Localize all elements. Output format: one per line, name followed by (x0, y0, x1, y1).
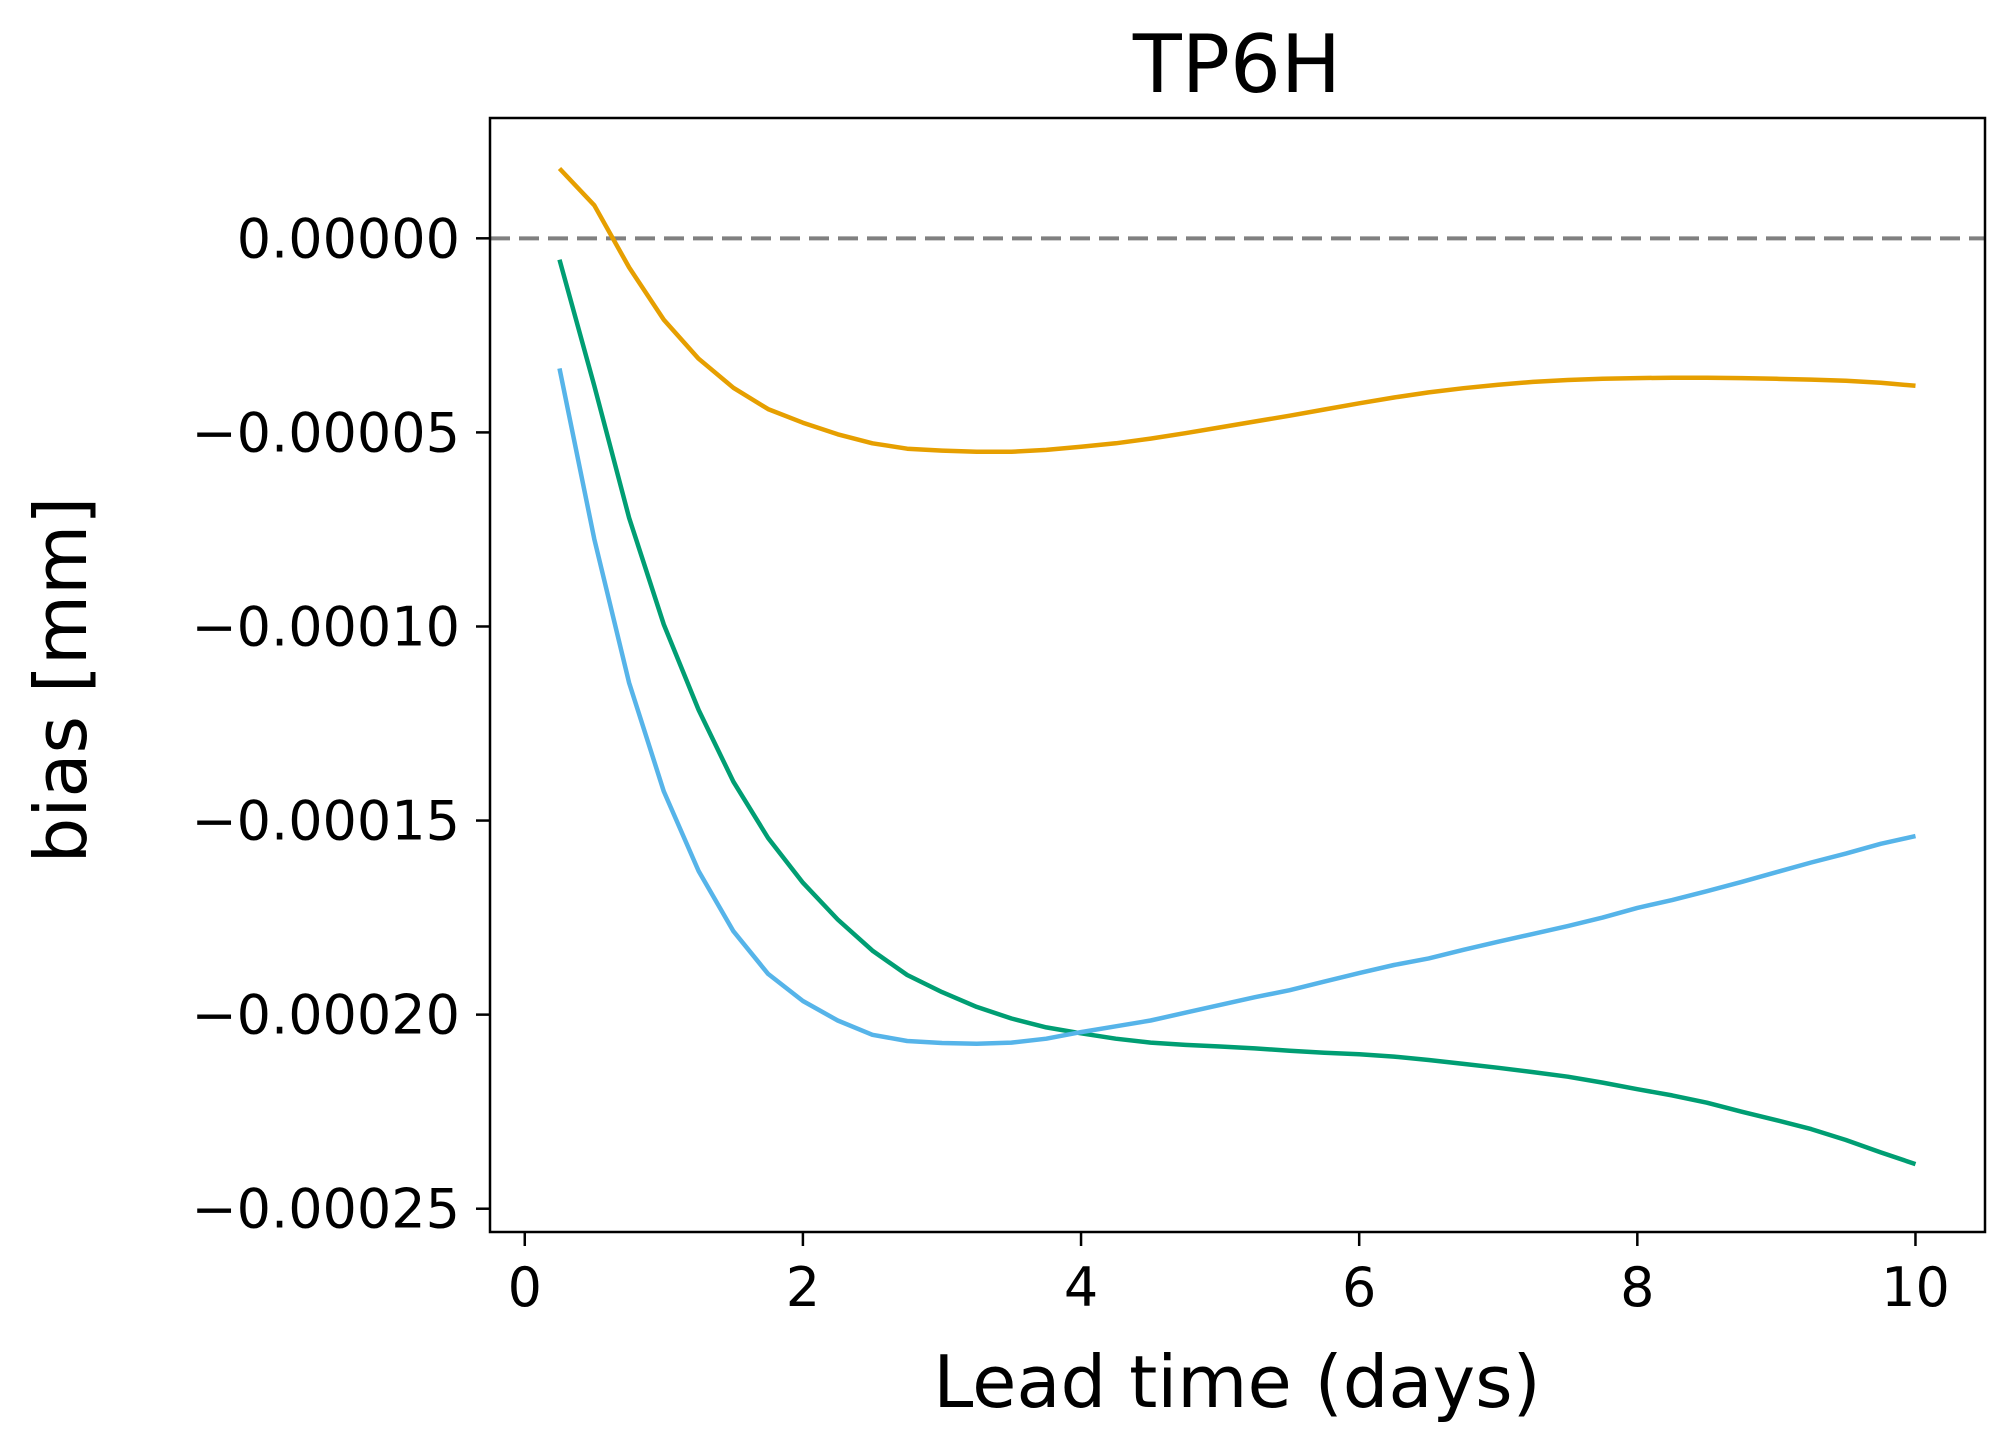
y-tick-label: −0.00005 (191, 401, 460, 464)
chart-title: TP6H (1132, 18, 1341, 111)
y-tick-label: 0.00000 (237, 207, 460, 270)
x-tick-label: 4 (1064, 1256, 1098, 1319)
plot-area (488, 116, 1987, 1234)
series-layer (557, 166, 1917, 1167)
x-axis: 0 2 4 6 8 10 (508, 1232, 1950, 1319)
plot-frame (488, 116, 1987, 1234)
y-axis: 0.00000 −0.00005 −0.00010 −0.00015 −0.00020 −… (191, 207, 490, 1241)
x-tick-label: 8 (1620, 1256, 1654, 1319)
x-axis-label: Lead time (days) (933, 1340, 1541, 1424)
x-tick-label: 0 (508, 1256, 542, 1319)
y-tick-label: −0.00025 (191, 1178, 460, 1241)
series-line-2 (557, 259, 1917, 1167)
x-tick-label: 6 (1342, 1256, 1376, 1319)
y-tick-label: −0.00020 (191, 984, 460, 1047)
y-tick-label: −0.00010 (191, 595, 460, 658)
series-line-3 (557, 367, 1916, 1046)
x-tick-label: 10 (1881, 1256, 1950, 1319)
y-axis-label: bias [mm] (19, 497, 103, 864)
x-tick-label: 2 (786, 1256, 820, 1319)
series-line-1 (557, 166, 1916, 455)
y-tick-label: −0.00015 (191, 790, 460, 853)
